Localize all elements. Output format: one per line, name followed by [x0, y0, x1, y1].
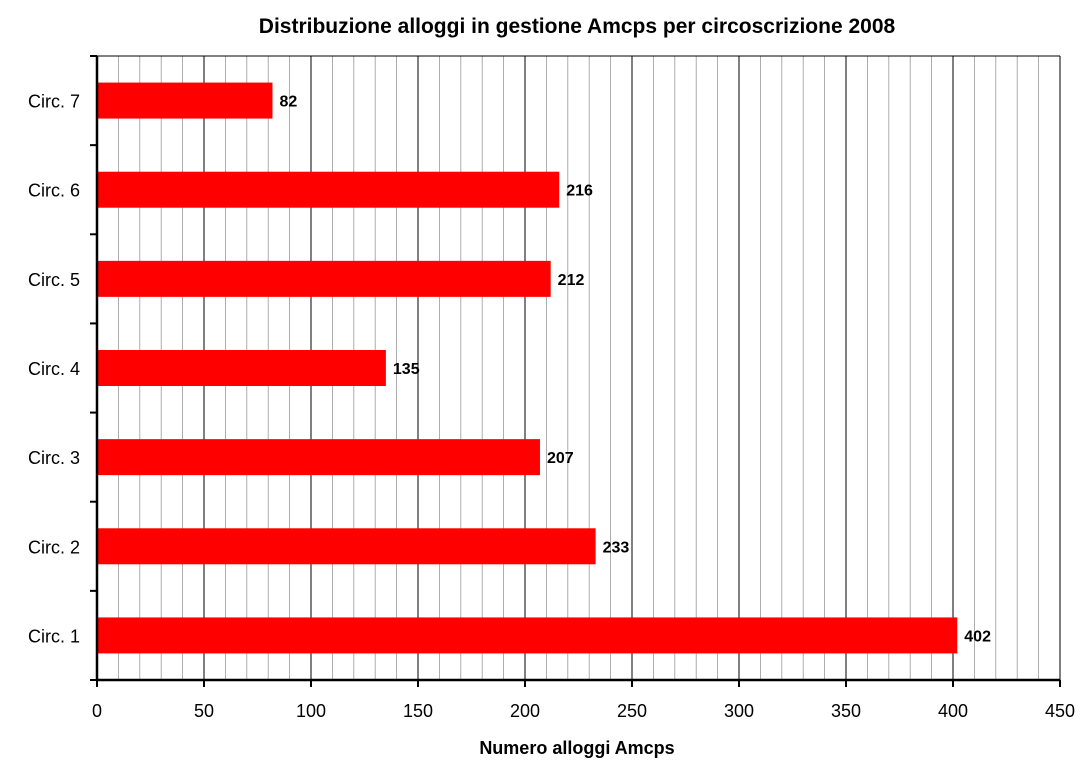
x-tick-label: 250 [617, 701, 647, 721]
category-label: Circ. 1 [28, 626, 80, 646]
x-tick-label: 100 [296, 701, 326, 721]
data-label: 207 [547, 450, 574, 467]
x-tick-label: 450 [1045, 701, 1075, 721]
x-tick-label: 150 [403, 701, 433, 721]
x-tick-label: 350 [831, 701, 861, 721]
bar [97, 171, 560, 208]
data-label: 212 [558, 272, 585, 289]
x-tick-label: 0 [92, 701, 102, 721]
x-tick-label: 50 [194, 701, 214, 721]
category-label: Circ. 2 [28, 537, 80, 557]
chart-title: Distribuzione alloggi in gestione Amcps … [259, 15, 896, 38]
x-tick-label: 400 [938, 701, 968, 721]
bar [97, 528, 596, 565]
x-tick-label: 200 [510, 701, 540, 721]
data-label: 216 [566, 183, 593, 200]
data-label: 233 [603, 539, 630, 556]
category-label: Circ. 4 [28, 359, 80, 379]
bar [97, 439, 540, 476]
grid [97, 55, 1061, 680]
bar [97, 617, 958, 654]
axes [90, 55, 1061, 687]
labels: 402 Circ. 1 233 Circ. 2 207 Circ. 3 135 Circ. 4… [28, 92, 1075, 721]
category-label: Circ. 7 [28, 92, 80, 112]
x-tick-label: 300 [724, 701, 754, 721]
category-label: Circ. 5 [28, 270, 80, 290]
category-label: Circ. 6 [28, 181, 80, 201]
data-label: 135 [393, 361, 420, 378]
x-axis-title: Numero alloggi Amcps [479, 738, 674, 758]
bar [97, 82, 273, 119]
bars [97, 82, 958, 654]
bar [97, 350, 386, 386]
data-label: 402 [964, 628, 991, 645]
data-label: 82 [279, 94, 297, 111]
category-label: Circ. 3 [28, 448, 80, 468]
bar [97, 260, 551, 297]
